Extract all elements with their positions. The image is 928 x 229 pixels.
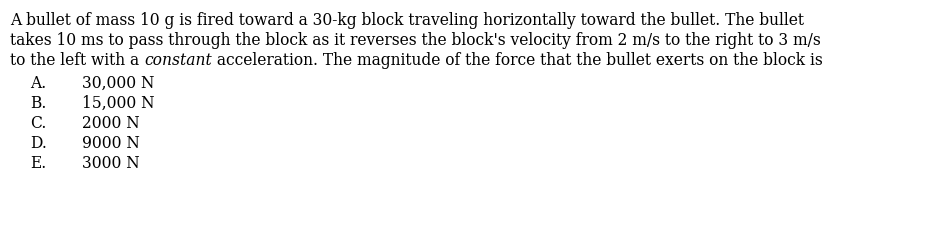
Text: B.: B. bbox=[30, 95, 46, 112]
Text: 3000 N: 3000 N bbox=[82, 154, 139, 171]
Text: A bullet of mass 10 g is fired toward a 30-kg block traveling horizontally towar: A bullet of mass 10 g is fired toward a … bbox=[10, 12, 803, 29]
Text: constant: constant bbox=[144, 52, 212, 69]
Text: 9000 N: 9000 N bbox=[82, 134, 140, 151]
Text: A.: A. bbox=[30, 75, 46, 92]
Text: 2000 N: 2000 N bbox=[82, 114, 139, 131]
Text: acceleration. The magnitude of the force that the bullet exerts on the block is: acceleration. The magnitude of the force… bbox=[212, 52, 821, 69]
Text: to the left with a: to the left with a bbox=[10, 52, 144, 69]
Text: 30,000 N: 30,000 N bbox=[82, 75, 154, 92]
Text: D.: D. bbox=[30, 134, 46, 151]
Text: 15,000 N: 15,000 N bbox=[82, 95, 154, 112]
Text: E.: E. bbox=[30, 154, 46, 171]
Text: takes 10 ms to pass through the block as it reverses the block's velocity from 2: takes 10 ms to pass through the block as… bbox=[10, 32, 819, 49]
Text: C.: C. bbox=[30, 114, 46, 131]
